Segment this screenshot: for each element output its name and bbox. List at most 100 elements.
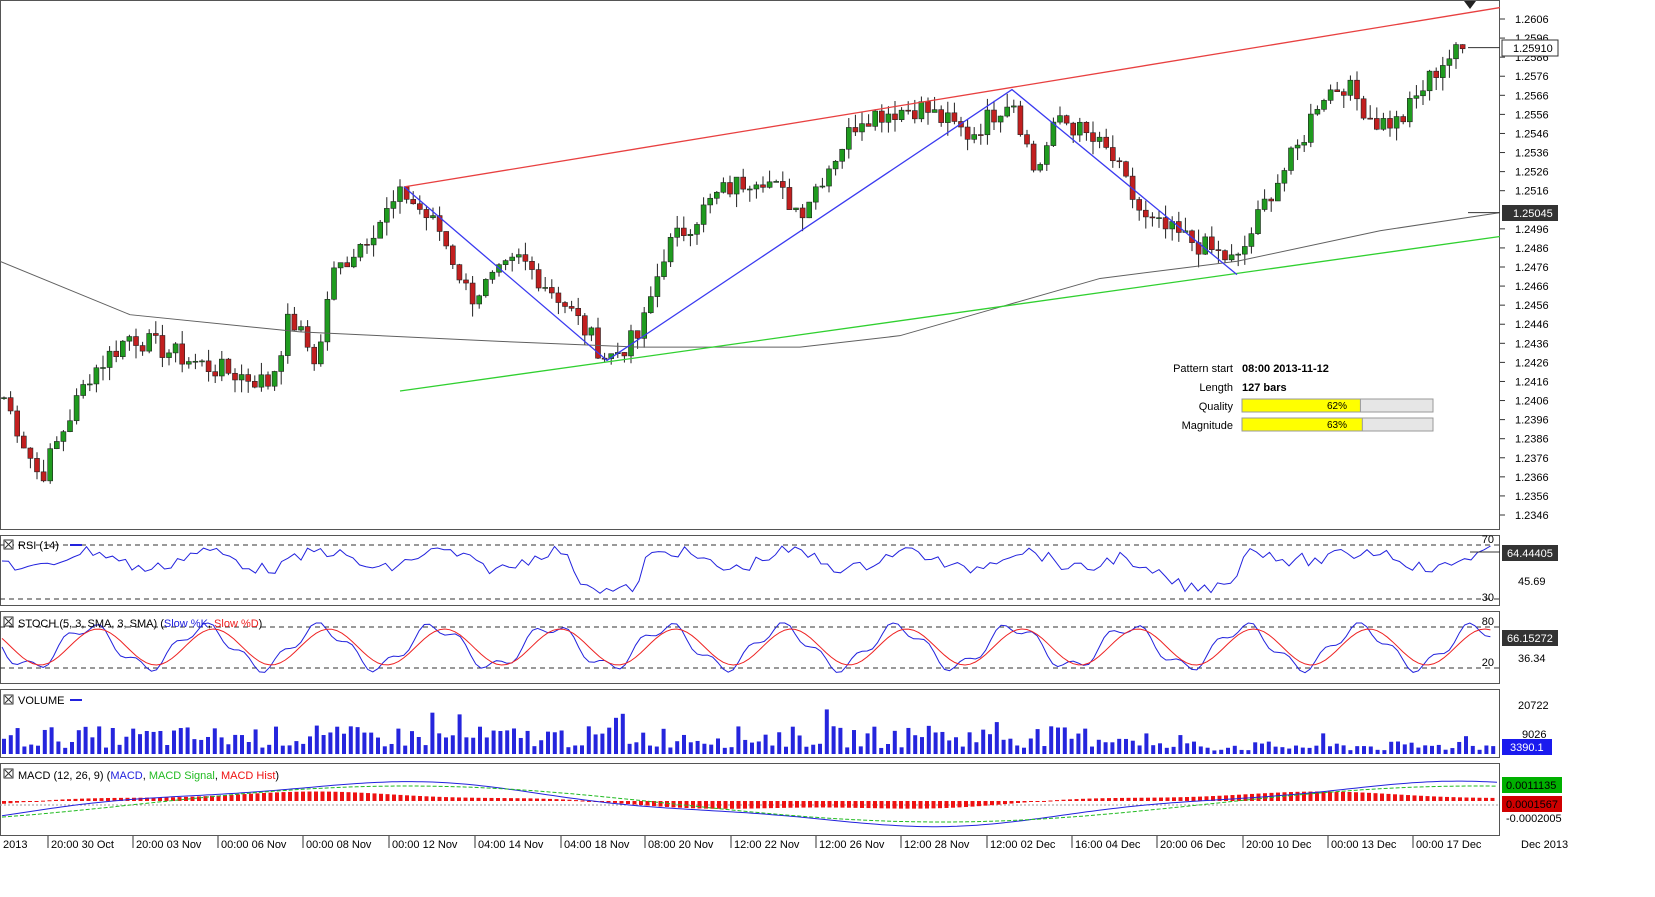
volume-bar-67 xyxy=(457,714,462,754)
volume-bar-164 xyxy=(1117,738,1122,754)
macd-hist-bar-136 xyxy=(886,801,890,809)
scroll-end-marker-icon[interactable] xyxy=(1464,1,1476,9)
volume-bar-130 xyxy=(886,744,890,754)
volume-bar-180 xyxy=(1226,747,1230,754)
macd-hist-bar-100 xyxy=(652,801,656,807)
y-tick-label-11: 1.2486 xyxy=(1515,243,1549,255)
candle-body-185 xyxy=(1222,250,1228,261)
candle-body-47 xyxy=(311,346,318,365)
macd-hist-bar-108 xyxy=(704,801,708,809)
candle-body-62 xyxy=(410,199,417,205)
candle-body-50 xyxy=(331,267,337,300)
macd-hist-bar-102 xyxy=(665,801,669,807)
volume-bar-157 xyxy=(1069,738,1074,754)
volume-bar-17 xyxy=(117,744,122,754)
candle-body-57 xyxy=(377,221,384,239)
candle-body-173 xyxy=(1143,209,1149,218)
macd-hist-bar-147 xyxy=(957,801,962,808)
macd-hist-bar-41 xyxy=(268,792,273,801)
candle-body-143 xyxy=(944,112,951,123)
x-tick-label-17: 00:00 17 Dec xyxy=(1416,839,1482,851)
volume-bar-131 xyxy=(892,730,897,754)
volume-bar-13 xyxy=(90,737,95,754)
volume-bar-129 xyxy=(879,747,884,754)
volume-bar-112 xyxy=(763,734,768,754)
macd-hist-bar-51 xyxy=(333,791,338,801)
pattern-info: Pattern start 08:00 2013-11-12 Length 12… xyxy=(1173,363,1434,432)
volume-bar-97 xyxy=(661,728,666,754)
macd-hist-bar-13 xyxy=(86,798,91,801)
candle-body-140 xyxy=(925,101,931,113)
volume-bar-34 xyxy=(233,734,238,754)
volume-bar-95 xyxy=(648,745,652,754)
y-tick-label-12: 1.2476 xyxy=(1515,262,1549,274)
candle-body-122 xyxy=(806,201,813,219)
x-tick-label-3: 00:00 06 Nov xyxy=(221,839,287,851)
volume-bar-120 xyxy=(818,743,822,754)
volume-bar-123 xyxy=(838,727,843,754)
candle-body-138 xyxy=(911,110,918,120)
macd-hist-bar-129 xyxy=(840,801,845,808)
macd-hist-bar-46 xyxy=(301,791,305,801)
candle-body-15 xyxy=(100,367,106,369)
pattern-length-value: 127 bars xyxy=(1242,382,1287,394)
macd-hist-bar-36 xyxy=(236,794,240,801)
volume-bar-82 xyxy=(559,730,564,754)
volume-bar-55 xyxy=(376,737,380,754)
x-tick-label-16: 00:00 13 Dec xyxy=(1331,839,1397,851)
macd-hist-bar-221 xyxy=(1438,796,1443,801)
candle-body-175 xyxy=(1156,217,1162,219)
candle-body-33 xyxy=(219,358,225,377)
volume-bar-179 xyxy=(1219,749,1224,754)
macd-hist-bar-119 xyxy=(775,801,780,809)
macd-hist-bar-201 xyxy=(1308,791,1313,801)
candle-body-94 xyxy=(621,352,628,357)
volume-bar-195 xyxy=(1328,746,1332,754)
volume-bar-127 xyxy=(865,733,870,754)
macd-hist-bar-6 xyxy=(41,800,45,802)
candle-body-120 xyxy=(793,207,799,210)
stoch-value: 66.15272 xyxy=(1507,633,1553,645)
macd-hist-bar-84 xyxy=(548,798,552,801)
candle-body-136 xyxy=(898,109,905,120)
candle-body-42 xyxy=(278,355,285,372)
volume-bar-98 xyxy=(668,747,673,754)
macd-hist-bar-2 xyxy=(15,801,19,803)
macd-hist-bar-23 xyxy=(151,797,156,801)
volume-bar-176 xyxy=(1198,746,1203,754)
candle-body-109 xyxy=(720,182,727,193)
volume-bar-163 xyxy=(1110,742,1115,754)
volume-bar-11 xyxy=(76,730,81,754)
candle-body-65 xyxy=(430,215,436,219)
volume-bar-171 xyxy=(1164,747,1169,754)
volume-bar-167 xyxy=(1137,745,1142,754)
macd-hist-bar-63 xyxy=(411,795,416,801)
quality-bar-fill xyxy=(1241,398,1361,413)
macd-hist-bar-78 xyxy=(509,798,513,801)
candle-body-170 xyxy=(1123,161,1129,177)
stoch-label: STOCH (5, 3, SMA, 3, SMA) ( xyxy=(18,618,164,630)
macd-hist-bar-226 xyxy=(1471,797,1475,801)
candle-body-36 xyxy=(238,374,245,381)
candle-body-150 xyxy=(991,109,997,123)
candle-body-9 xyxy=(60,431,67,442)
macd-hist-bar-99 xyxy=(645,801,650,806)
volume-bar-85 xyxy=(580,745,584,754)
volume-bar-211 xyxy=(1436,744,1441,754)
macd-hist-bar-53 xyxy=(346,792,351,801)
macd-hist-bar-143 xyxy=(931,801,936,809)
volume-bar-79 xyxy=(539,740,544,754)
candle-body-71 xyxy=(469,282,476,305)
volume-bar-5 xyxy=(36,745,40,754)
volume-bar-114 xyxy=(777,732,782,754)
x-tick-label-4: 00:00 08 Nov xyxy=(306,839,372,851)
candle-body-171 xyxy=(1129,175,1136,200)
macd-hist-value-box xyxy=(1502,796,1562,812)
macd-hist-bar-177 xyxy=(1152,797,1157,801)
macd-hist-bar-48 xyxy=(314,791,318,801)
macd-hist-bar-12 xyxy=(80,798,84,801)
candle-body-28 xyxy=(186,361,192,365)
volume-bar-119 xyxy=(811,744,816,754)
macd-hist-bar-120 xyxy=(782,801,786,808)
volume-bar-108 xyxy=(736,726,741,754)
